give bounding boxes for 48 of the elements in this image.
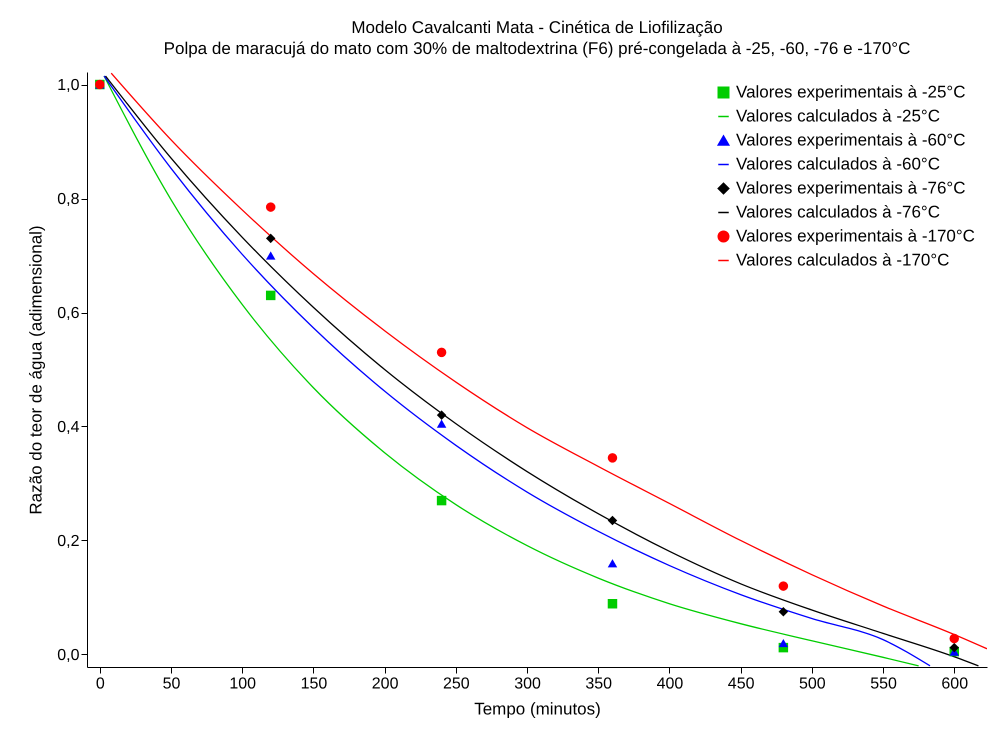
y-tick-label: 0,0 xyxy=(57,646,80,664)
x-tick-label: 600 xyxy=(941,676,968,692)
point xyxy=(436,420,446,428)
legend-label: Valores calculados à -25°C xyxy=(736,106,940,126)
point xyxy=(266,234,276,244)
point xyxy=(436,496,446,506)
y-tick-label: 1,0 xyxy=(57,77,80,94)
x-tick-label: 300 xyxy=(514,676,541,692)
x-tick-label: 350 xyxy=(585,676,612,692)
x-tick-label: 0 xyxy=(96,676,105,692)
chart-title: Modelo Cavalcanti Mata - Cinética de Liofilização xyxy=(351,18,723,37)
x-tick-label: 550 xyxy=(870,676,897,692)
y-axis-title: Razão do teor de água (adimensional) xyxy=(26,225,46,515)
legend-label: Valores experimentais à -25°C xyxy=(736,82,966,102)
x-tick-label: 400 xyxy=(656,676,684,692)
point xyxy=(608,516,618,526)
point xyxy=(608,598,618,608)
point xyxy=(778,638,788,648)
x-tick-label: 50 xyxy=(162,676,181,692)
y-tick-label: 0,8 xyxy=(57,191,80,208)
x-tick-label: 250 xyxy=(442,676,470,692)
legend-label: Valores experimentais à -60°C xyxy=(736,130,966,150)
point xyxy=(950,634,959,644)
point xyxy=(778,606,788,616)
x-axis-title: Tempo (minutos) xyxy=(474,700,601,718)
x-tick-label: 500 xyxy=(798,676,826,692)
point xyxy=(266,290,276,300)
legend-label: Valores calculados à -60°C xyxy=(736,154,940,174)
y-tick-label: 0,6 xyxy=(57,305,80,322)
x-tick-label: 100 xyxy=(229,676,256,692)
point xyxy=(266,202,276,212)
legend-label: Valores calculados à -76°C xyxy=(736,202,940,222)
point xyxy=(266,251,276,260)
point xyxy=(608,453,618,463)
legend-label: Valores experimentais à -170°C xyxy=(736,226,975,246)
point xyxy=(436,410,446,420)
y-tick-label: 0,4 xyxy=(57,418,80,436)
point xyxy=(436,348,446,358)
legend-label: Valores calculados à -170°C xyxy=(736,250,950,270)
point xyxy=(608,559,618,568)
point xyxy=(950,642,959,652)
point xyxy=(778,581,788,591)
x-tick-label: 150 xyxy=(300,676,328,692)
x-tick-label: 450 xyxy=(728,676,755,692)
y-tick-label: 0,2 xyxy=(57,532,80,550)
legend-label: Valores experimentais à -76°C xyxy=(736,178,966,198)
chart-subtitle: Polpa de maracujá do mato com 30% de maltodextrina (F6) pré-congelada à -25, -60, -76 e -170°C xyxy=(164,39,910,58)
x-tick-label: 200 xyxy=(372,676,399,692)
